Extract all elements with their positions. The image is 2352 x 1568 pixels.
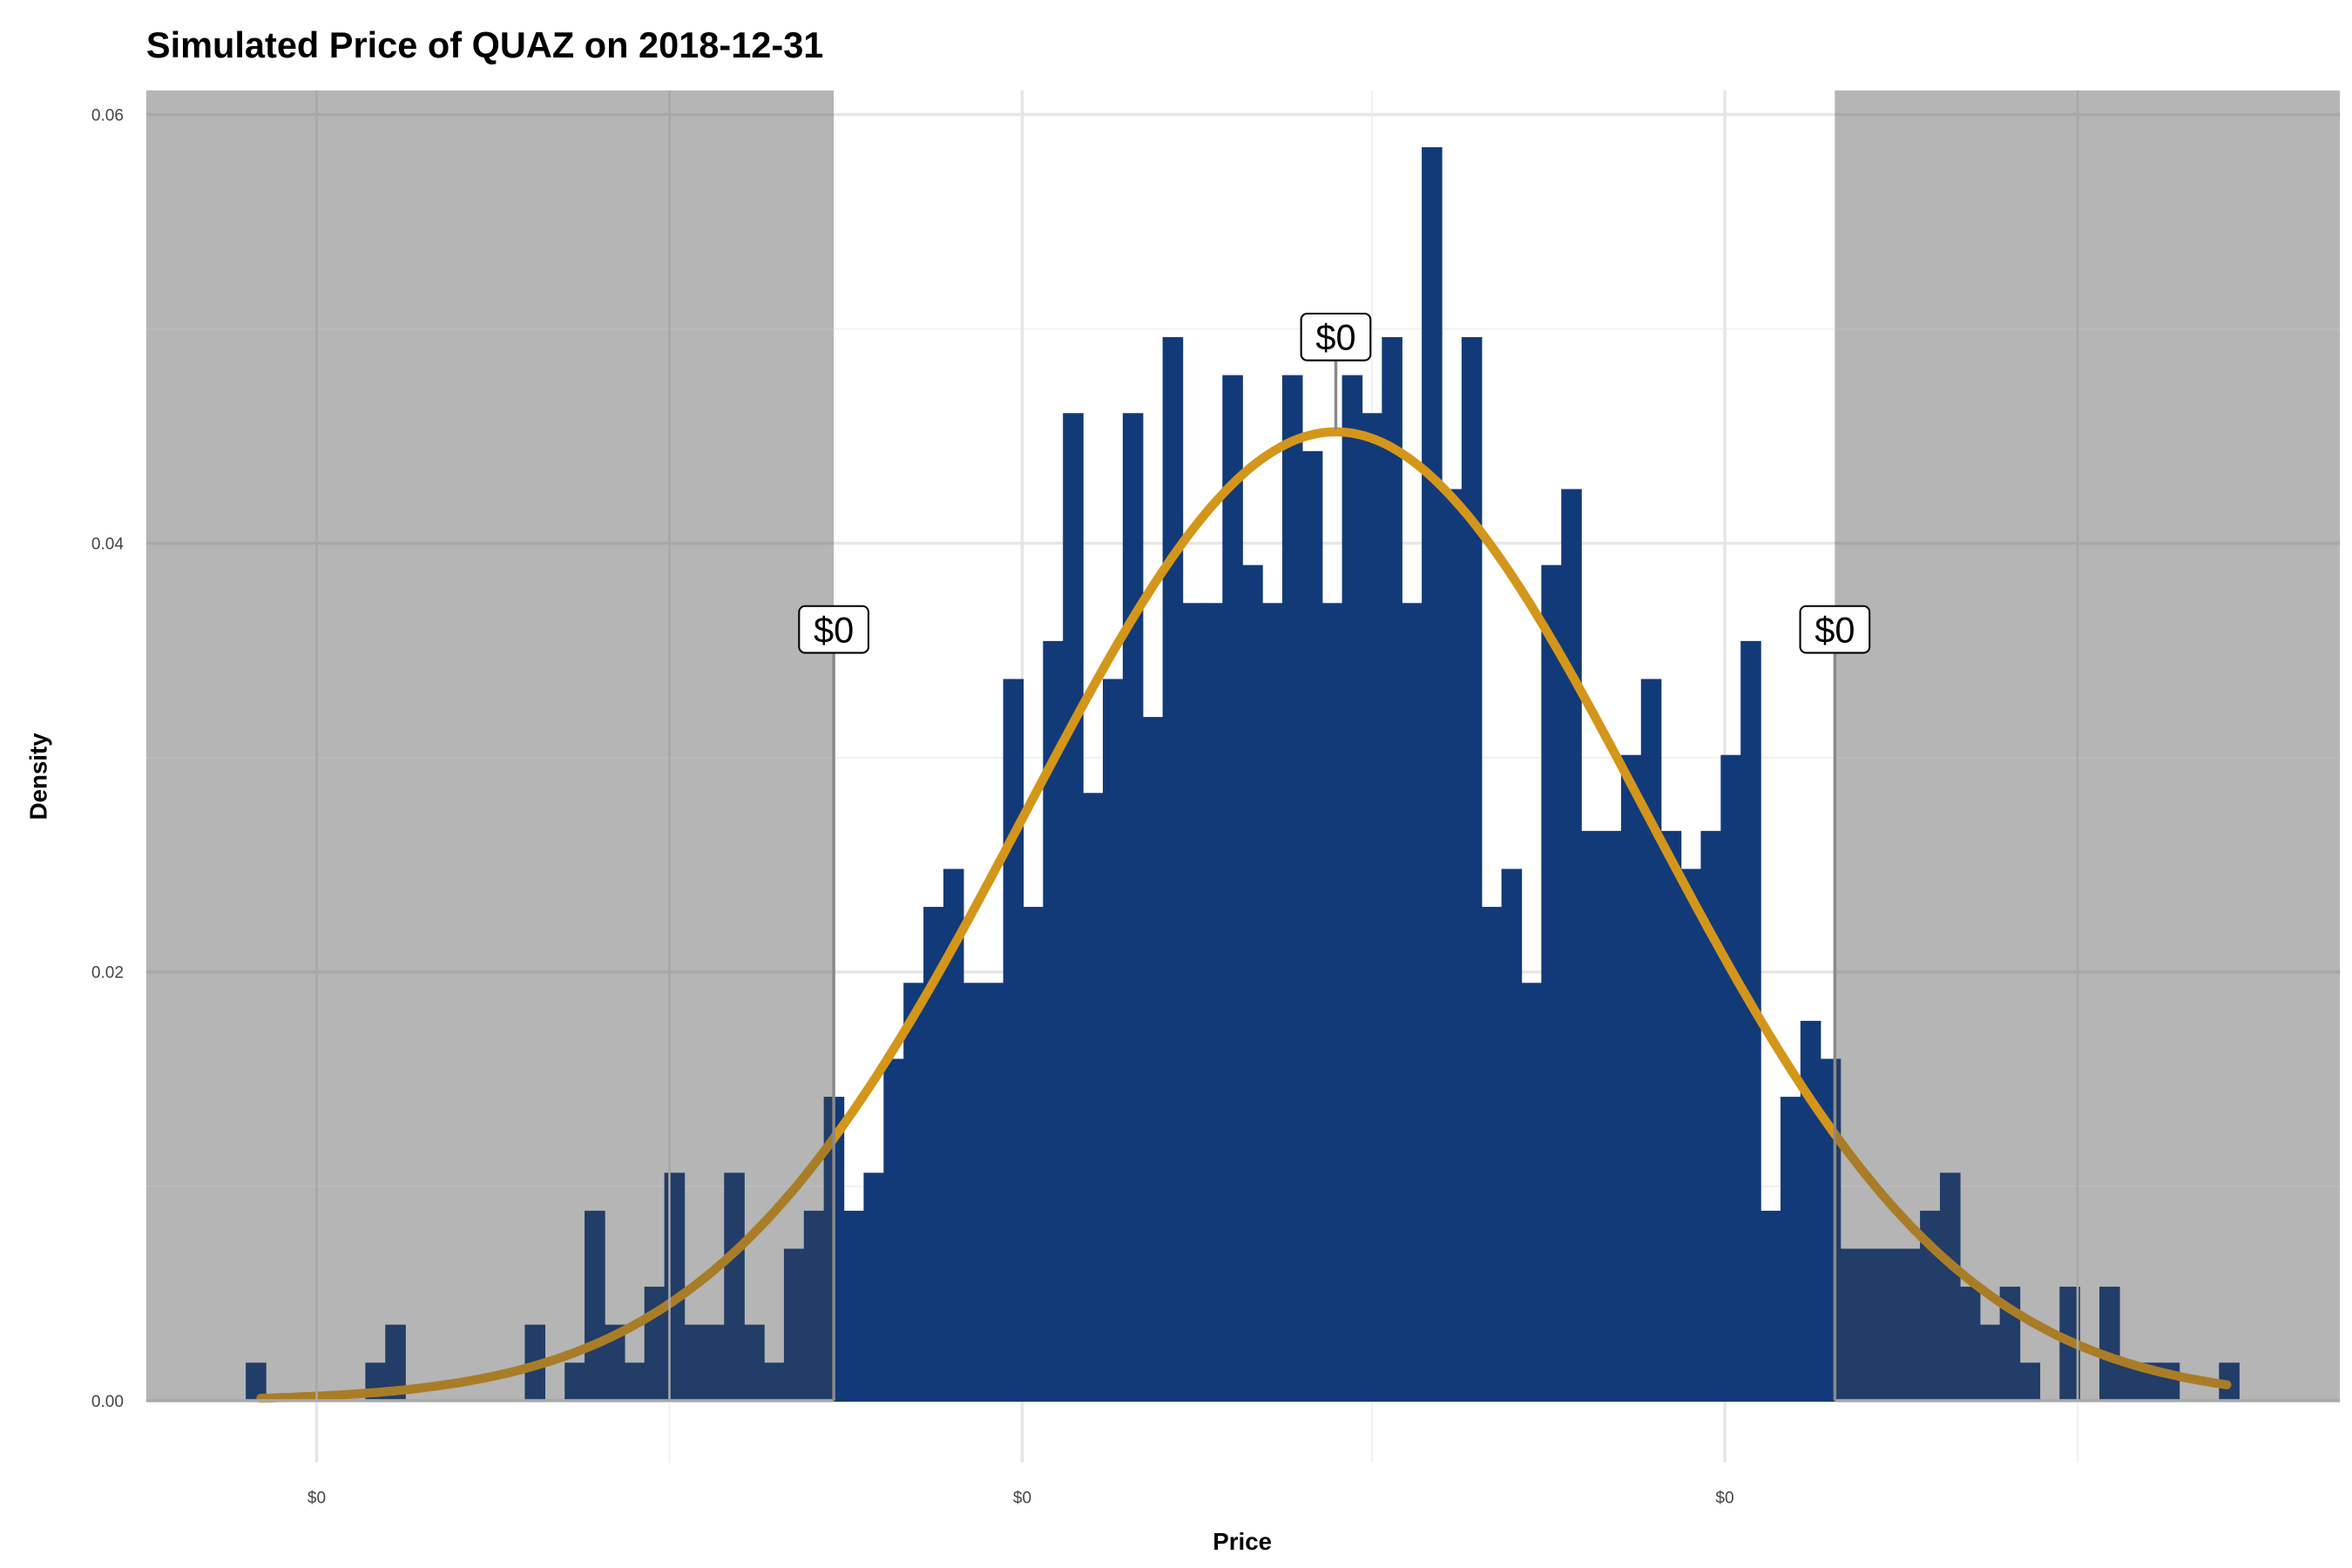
histogram-bar xyxy=(1640,679,1662,1401)
histogram-bar xyxy=(1083,793,1104,1401)
histogram-bar xyxy=(1202,603,1223,1401)
shaded-region-left xyxy=(145,90,835,1401)
histogram-bar xyxy=(385,1324,406,1401)
histogram-bar xyxy=(704,1324,725,1401)
histogram-bar xyxy=(903,983,924,1401)
y-tick-label: 0.00 xyxy=(91,1393,124,1411)
histogram-bar xyxy=(1182,603,1204,1401)
histogram-bar xyxy=(585,1210,605,1401)
y-tick-label: 0.06 xyxy=(91,106,124,125)
histogram-bar xyxy=(1262,603,1283,1401)
annotation-box xyxy=(1799,605,1871,654)
histogram-bar xyxy=(1023,907,1044,1401)
histogram-bar xyxy=(1840,1248,1862,1401)
histogram-bars xyxy=(246,147,2240,1402)
histogram-bar xyxy=(1043,640,1064,1401)
annotation-label: $0 xyxy=(1815,609,1855,650)
x-tick-label: $0 xyxy=(1013,1490,1031,1508)
histogram-bar xyxy=(943,868,964,1401)
histogram-bar xyxy=(1561,489,1582,1401)
histogram-bar xyxy=(1402,603,1423,1401)
histogram-bar xyxy=(1601,830,1622,1401)
histogram-bar xyxy=(1003,679,1024,1401)
histogram-bar xyxy=(1481,907,1503,1401)
histogram-bar xyxy=(624,1362,645,1401)
histogram-bar xyxy=(1860,1248,1882,1401)
histogram-bar xyxy=(246,1362,267,1401)
histogram-bar xyxy=(1920,1210,1941,1401)
histogram-bar xyxy=(1441,489,1463,1401)
histogram-bar xyxy=(1959,1287,1981,1401)
histogram-bar xyxy=(1281,375,1303,1401)
histogram-bar xyxy=(983,983,1004,1401)
y-tick-label: 0.02 xyxy=(91,964,124,983)
histogram-bar xyxy=(1242,564,1263,1401)
histogram-bar xyxy=(843,1210,865,1401)
histogram-bar xyxy=(1761,1210,1781,1401)
normal-curve xyxy=(256,427,2232,1403)
histogram-bar xyxy=(1222,375,1243,1401)
histogram-bar xyxy=(724,1173,745,1401)
y-tick-label: 0.04 xyxy=(91,536,124,554)
annotation-box xyxy=(798,605,869,654)
histogram-bar xyxy=(1362,413,1383,1401)
histogram-bar xyxy=(1382,337,1402,1401)
histogram-bar xyxy=(1122,413,1144,1401)
histogram-bar xyxy=(1142,717,1164,1401)
histogram-bar xyxy=(1800,1020,1821,1401)
histogram-bar xyxy=(1740,640,1761,1401)
shaded-overlay-right xyxy=(1835,90,2341,1401)
annotation-label: $0 xyxy=(814,609,854,650)
histogram-bar xyxy=(2019,1362,2041,1401)
histogram-bar xyxy=(564,1362,585,1401)
histogram-bar xyxy=(1162,337,1184,1401)
histogram-bar xyxy=(1521,983,1543,1401)
histogram-bar xyxy=(1939,1173,1961,1401)
histogram-bar xyxy=(1620,754,1642,1401)
histogram-bar xyxy=(1102,679,1124,1401)
histogram-bar xyxy=(2099,1287,2120,1401)
x-tick-label: $0 xyxy=(308,1490,326,1508)
histogram-bar xyxy=(604,1324,625,1401)
histogram-bar xyxy=(2119,1362,2140,1401)
histogram-bar xyxy=(923,907,944,1401)
histogram-bar xyxy=(1541,564,1562,1401)
histogram-bar xyxy=(1063,413,1084,1401)
histogram-bar xyxy=(1501,868,1523,1401)
shaded-overlay-left xyxy=(145,90,835,1401)
histogram-bar xyxy=(744,1324,765,1401)
histogram-bar xyxy=(883,1058,904,1401)
histogram-bar xyxy=(1720,754,1741,1401)
histogram-bar xyxy=(1660,830,1682,1401)
histogram-bar xyxy=(1780,1097,1801,1401)
histogram-bar xyxy=(1700,830,1721,1401)
annotation-label: $0 xyxy=(1315,317,1355,358)
shaded-region-right xyxy=(1835,90,2341,1401)
y-axis-label: Density xyxy=(25,733,52,821)
histogram-bar xyxy=(1880,1248,1901,1401)
histogram-bar xyxy=(1342,375,1363,1401)
annotation-box xyxy=(1300,312,1372,362)
histogram-bar xyxy=(1461,337,1483,1401)
histogram-bar xyxy=(764,1362,785,1401)
histogram-bar xyxy=(684,1324,706,1401)
histogram-bar xyxy=(1301,450,1323,1401)
histogram-bar xyxy=(1321,603,1343,1401)
histogram-bar xyxy=(1581,830,1602,1401)
histogram-bar xyxy=(1900,1248,1921,1401)
histogram-bar xyxy=(1979,1324,2001,1401)
histogram-bar xyxy=(783,1248,805,1401)
histogram-bar xyxy=(863,1173,884,1401)
x-tick-label: $0 xyxy=(1715,1490,1734,1508)
histogram-bar xyxy=(803,1210,825,1401)
x-axis-label: Price xyxy=(1213,1528,1272,1555)
histogram-bar xyxy=(1422,147,1443,1401)
histogram-bar xyxy=(963,983,984,1401)
chart-title: Simulated Price of QUAZ on 2018-12-31 xyxy=(146,24,824,65)
histogram-bar xyxy=(1680,868,1702,1401)
